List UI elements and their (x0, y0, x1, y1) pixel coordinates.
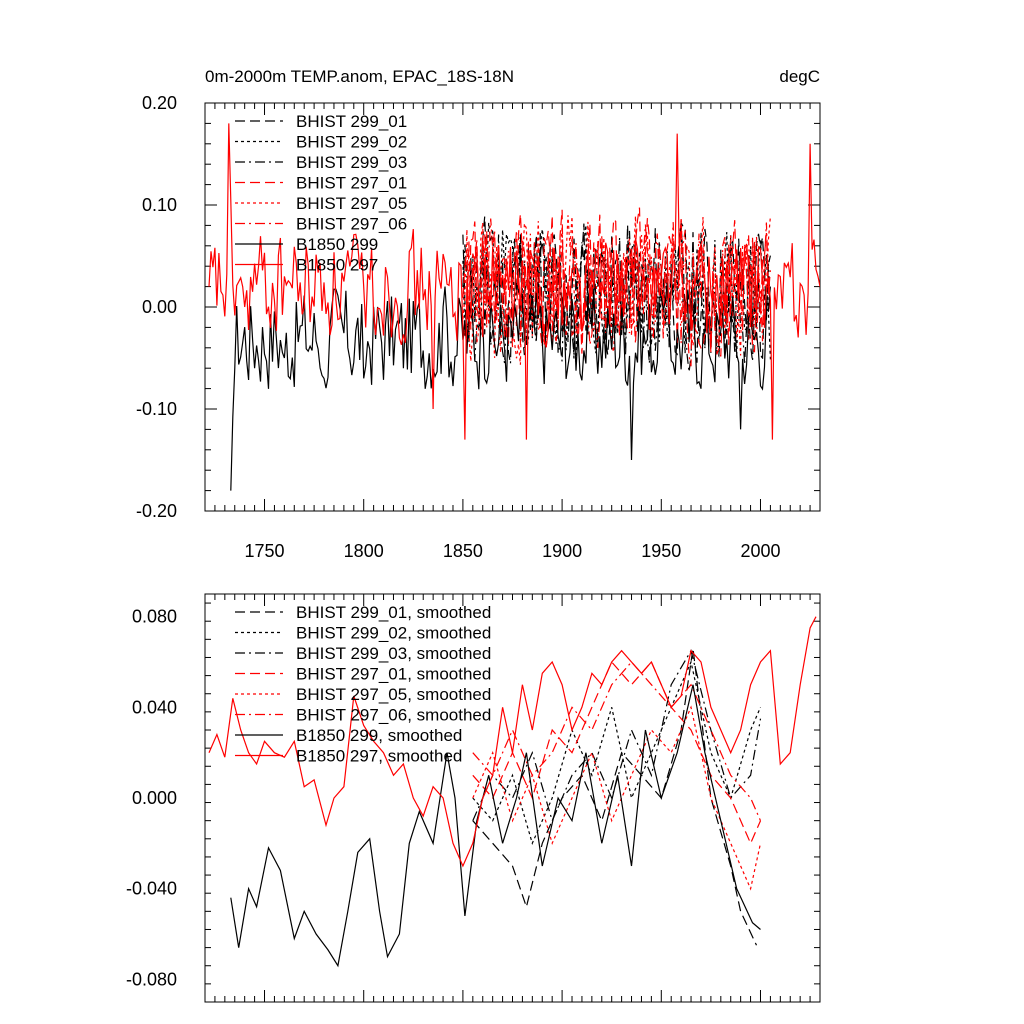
y-tick-label: -0.10 (136, 399, 177, 419)
y-tick-label: 0.000 (132, 788, 177, 808)
legend-label: BHIST 297_06 (296, 215, 407, 234)
series-line-b1850-297-smoothed (208, 616, 817, 868)
bottom-series-group (208, 616, 817, 968)
legend-label: BHIST 299_02, smoothed (296, 624, 491, 643)
series-line-bhist-299-02 (462, 222, 771, 363)
series-line-bhist-299-03-smoothed (472, 649, 762, 823)
figure-title: 0m-2000m TEMP.anom, EPAC_18S-18N (205, 67, 514, 86)
top-panel: 0m-2000m TEMP.anom, EPAC_18S-18N degC 17… (136, 67, 821, 561)
y-tick-label: -0.080 (126, 969, 177, 989)
y-tick-label: 0.040 (132, 697, 177, 717)
legend-label: BHIST 299_03 (296, 153, 407, 172)
legend-label: BHIST 299_01 (296, 112, 407, 131)
legend-label: BHIST 297_06, smoothed (296, 706, 491, 725)
legend-label: BHIST 299_02 (296, 133, 407, 152)
legend-label: BHIST 297_01 (296, 174, 407, 193)
series-line-bhist-297-06 (462, 218, 771, 367)
x-tick-label: 1750 (244, 541, 284, 561)
legend-label: B1850 297, smoothed (296, 747, 462, 766)
x-tick-label: 1800 (344, 541, 384, 561)
series-line-b1850-297 (208, 123, 820, 440)
bottom-axes: -0.080 -0.040 0.000 0.040 0.080 (126, 594, 820, 1003)
legend-label: B1850 299, smoothed (296, 726, 462, 745)
legend-label: B1850 299 (296, 235, 378, 254)
series-line-b1850-299 (230, 282, 771, 491)
legend-label: B1850 297 (296, 256, 378, 275)
series-line-bhist-299-01-smoothed (472, 648, 758, 946)
bottom-legend: BHIST 299_01, smoothed BHIST 299_02, smoo… (235, 603, 491, 766)
y-tick-label: -0.20 (136, 501, 177, 521)
x-tick-label: 1950 (641, 541, 681, 561)
x-tick-label: 1900 (542, 541, 582, 561)
y-tick-label: -0.040 (126, 879, 177, 899)
series-line-b1850-299-smoothed (230, 684, 761, 968)
units-label: degC (779, 67, 820, 86)
series-line-bhist-299-02-smoothed (472, 660, 762, 846)
legend-label: BHIST 299_03, smoothed (296, 644, 491, 663)
top-axes: 1750 1800 1850 1900 1950 2000 -0.20 -0.10 0.00 0.… (136, 93, 820, 561)
series-line-bhist-297-05-smoothed (472, 705, 762, 891)
bottom-panel: -0.080 -0.040 0.000 0.040 0.080 BHIST 299_01… (126, 593, 821, 1003)
y-tick-label: 0.00 (142, 297, 177, 317)
y-tick-label: 0.10 (142, 195, 177, 215)
y-tick-label: 0.20 (142, 93, 177, 113)
legend-label: BHIST 297_05 (296, 194, 407, 213)
series-line-bhist-297-06-smoothed (472, 661, 762, 821)
x-tick-label: 2000 (740, 541, 780, 561)
series-line-bhist-297-01-smoothed (472, 660, 762, 845)
legend-label: BHIST 297_01, smoothed (296, 665, 491, 684)
legend-label: BHIST 299_01, smoothed (296, 603, 491, 622)
top-series-group (208, 123, 820, 491)
x-tick-label: 1850 (443, 541, 483, 561)
legend-label: BHIST 297_05, smoothed (296, 685, 491, 704)
y-tick-label: 0.080 (132, 607, 177, 627)
